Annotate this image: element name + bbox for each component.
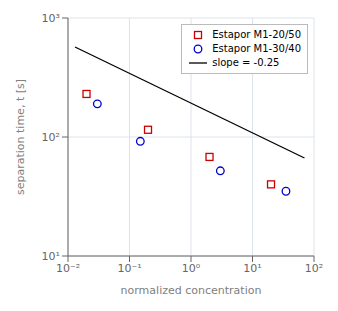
- svg-text:10³: 10³: [42, 12, 60, 25]
- svg-text:separation time, t [s]: separation time, t [s]: [14, 79, 27, 195]
- html-text:Estapor M1-30/40: Estapor M1-30/40: [212, 43, 301, 54]
- html-text:slope = -0.25: slope = -0.25: [212, 57, 280, 68]
- svg-text:10⁰: 10⁰: [182, 262, 201, 275]
- svg-text:10¹: 10¹: [42, 250, 60, 263]
- svg-text:10¹: 10¹: [243, 262, 261, 275]
- svg-text:10⁻¹: 10⁻¹: [117, 262, 141, 275]
- svg-text:10²: 10²: [305, 262, 323, 275]
- svg-text:normalized concentration: normalized concentration: [121, 284, 262, 297]
- html-text:Estapor M1-20/50: Estapor M1-20/50: [212, 29, 301, 40]
- svg-text:10⁻²: 10⁻²: [56, 262, 80, 275]
- svg-text:10²: 10²: [42, 131, 60, 144]
